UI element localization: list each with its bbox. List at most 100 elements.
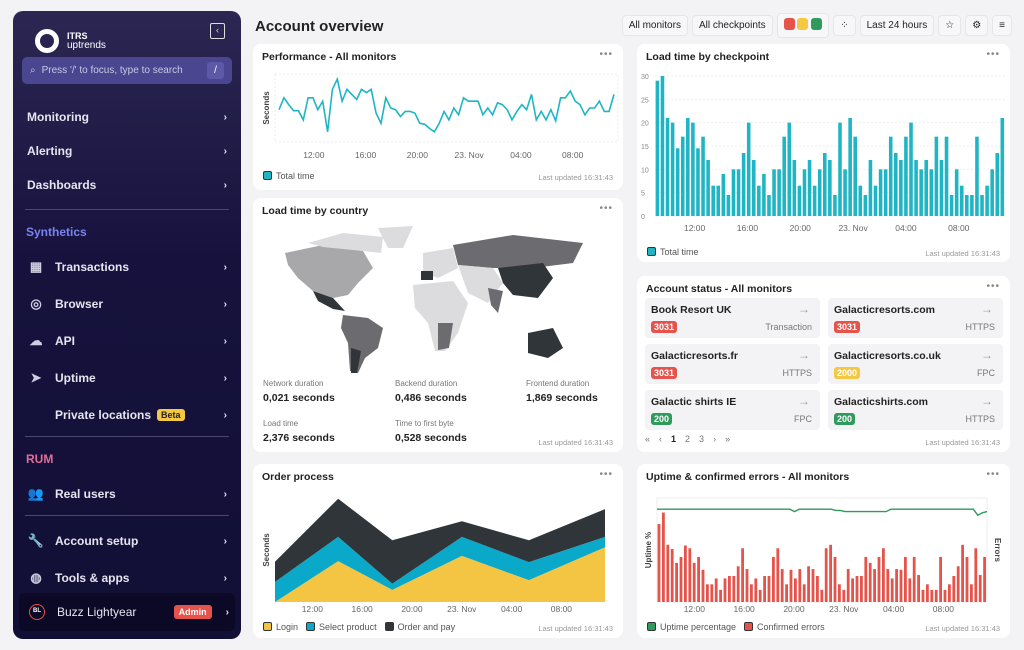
cloud-icon: ☁: [29, 333, 43, 348]
next-page-icon[interactable]: ›: [713, 434, 717, 444]
bar: [970, 195, 974, 216]
legend-swatch: [647, 622, 656, 631]
search-input[interactable]: ⌕ Press '/' to focus, type to search /: [22, 57, 232, 84]
monitor-name: Galacticresorts.co.uk: [834, 350, 941, 362]
map-southern-africa: [438, 323, 453, 350]
bar: [944, 136, 949, 216]
more-options-icon[interactable]: •••: [986, 281, 1000, 292]
error-bar: [723, 578, 727, 602]
monitor-tile[interactable]: Galacticresorts.co.uk → 2000 FPC: [828, 344, 1003, 384]
nav-transactions[interactable]: ▦ Transactions ›: [27, 257, 227, 277]
error-bar: [662, 512, 665, 602]
last-updated: Last updated 16:31:43: [925, 624, 1000, 633]
prev-page-icon[interactable]: ‹: [659, 434, 663, 444]
bar: [726, 195, 731, 216]
nav-dashboards[interactable]: Dashboards ›: [27, 175, 227, 195]
monitor-tile[interactable]: Galactic shirts IE → 200 FPC: [645, 390, 820, 430]
nav-tools-apps[interactable]: ◍ Tools & apps ›: [27, 568, 227, 588]
gear-icon[interactable]: ⚙: [965, 15, 989, 36]
monitors-filter[interactable]: All monitors: [621, 15, 688, 36]
area-select-product: [275, 536, 605, 602]
bar: [660, 76, 665, 216]
nav-label: Real users: [55, 487, 116, 501]
error-bar: [930, 589, 934, 602]
menu-icon[interactable]: ≡: [992, 15, 1012, 36]
more-options-icon[interactable]: •••: [599, 469, 613, 480]
period-filter[interactable]: Last 24 hours: [859, 15, 935, 36]
beta-badge: Beta: [157, 409, 185, 421]
collapse-sidebar-button[interactable]: ‹: [210, 23, 225, 39]
x-tick-label: 12:00: [303, 150, 325, 160]
nav-uptime[interactable]: ➤ Uptime ›: [27, 368, 227, 388]
users-icon: 👥: [27, 486, 45, 501]
chevron-right-icon: ›: [223, 261, 227, 273]
bar: [772, 169, 776, 216]
checkpoints-filter[interactable]: All checkpoints: [691, 15, 773, 36]
x-tick-label: 20:00: [401, 604, 423, 614]
page-2[interactable]: 2: [685, 434, 691, 444]
more-options-icon[interactable]: •••: [986, 469, 1000, 480]
stat-frontend: Frontend duration 1,869 seconds: [526, 379, 598, 404]
nav-alerting[interactable]: Alerting ›: [27, 141, 227, 161]
first-page-icon[interactable]: «: [645, 434, 651, 444]
layout-icon[interactable]: ⁘: [833, 15, 856, 36]
map-africa: [413, 281, 468, 351]
error-bar: [860, 576, 863, 602]
error-bar: [741, 548, 744, 602]
legend: Total time: [647, 247, 699, 257]
page-1[interactable]: 1: [671, 434, 677, 444]
error-bar: [829, 544, 832, 602]
bar: [863, 195, 868, 216]
error-bar: [842, 589, 846, 602]
error-bar: [798, 569, 802, 602]
status-filter[interactable]: [776, 13, 830, 38]
nav-label: API: [55, 334, 76, 348]
nav-api[interactable]: ☁ API ›: [27, 331, 228, 351]
legend-label: Login: [276, 622, 299, 632]
bar: [888, 136, 893, 216]
y-tick-label: 25: [641, 97, 649, 104]
bar: [894, 153, 898, 216]
logo[interactable]: ITRS uptrends: [35, 29, 106, 53]
plot-area: [274, 73, 619, 143]
nav-monitoring[interactable]: Monitoring ›: [27, 107, 227, 127]
monitor-type: HTTPS: [782, 368, 812, 378]
error-bar: [833, 556, 837, 602]
monitor-tile[interactable]: Galacticresorts.fr → 3031 HTTPS: [645, 344, 820, 384]
bar: [934, 136, 939, 216]
error-bar: [767, 576, 771, 602]
nav-private-locations[interactable]: Private locations Beta ›: [27, 405, 227, 425]
more-options-icon[interactable]: •••: [599, 203, 613, 214]
bar: [757, 185, 761, 216]
y-axis-label: Seconds: [262, 533, 271, 567]
nav-real-users[interactable]: 👥 Real users ›: [27, 484, 227, 504]
last-updated: Last updated 16:31:43: [538, 624, 613, 633]
monitor-tile[interactable]: Book Resort UK → 3031 Transaction: [645, 298, 820, 338]
error-bar: [877, 556, 881, 602]
user-menu[interactable]: BL Buzz Lightyear Admin ›: [19, 593, 235, 631]
bar: [807, 160, 812, 216]
last-page-icon[interactable]: »: [725, 434, 731, 444]
x-tick-label: 20:00: [790, 223, 812, 233]
star-icon[interactable]: ☆: [938, 15, 962, 36]
x-tick-label: 16:00: [355, 150, 377, 160]
more-options-icon[interactable]: •••: [986, 49, 1000, 60]
monitor-tile[interactable]: Galacticresorts.com → 3031 HTTPS: [828, 298, 1003, 338]
error-bar: [882, 548, 885, 602]
error-bar: [934, 589, 938, 602]
monitor-tile[interactable]: Galacticshirts.com → 200 HTTPS: [828, 390, 1003, 430]
chevron-right-icon: ›: [223, 111, 227, 123]
toolbar: All monitors All checkpoints ⁘ Last 24 h…: [621, 13, 1012, 38]
bar: [980, 195, 984, 216]
bar: [985, 185, 989, 216]
nav-account-setup[interactable]: 🔧 Account setup ›: [27, 531, 227, 551]
more-options-icon[interactable]: •••: [599, 49, 613, 60]
page-3[interactable]: 3: [699, 434, 705, 444]
bar: [716, 185, 721, 216]
status-error: [783, 18, 795, 30]
logo-bottom: uptrends: [67, 40, 106, 51]
bar: [873, 185, 878, 216]
nav-browser[interactable]: ◎ Browser ›: [27, 294, 227, 314]
search-icon: ⌕: [30, 65, 36, 76]
bar: [904, 136, 908, 216]
